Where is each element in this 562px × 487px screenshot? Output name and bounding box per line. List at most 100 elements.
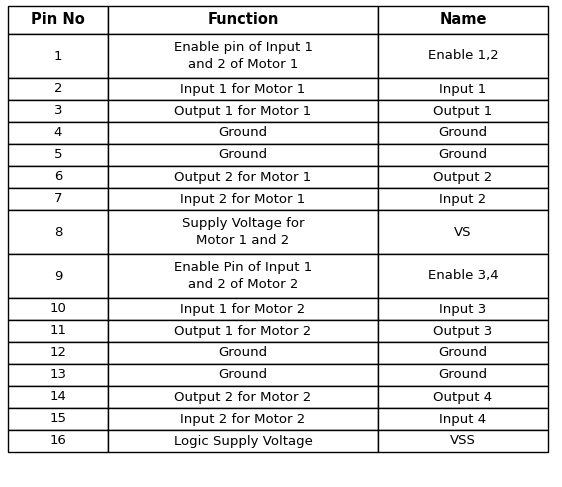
- Bar: [378, 364, 548, 386]
- Text: Input 1: Input 1: [439, 82, 487, 95]
- Text: Input 1 for Motor 2: Input 1 for Motor 2: [180, 302, 306, 316]
- Text: Ground: Ground: [219, 127, 268, 139]
- Bar: [378, 298, 548, 320]
- Text: 12: 12: [49, 346, 66, 359]
- Text: Input 1 for Motor 1: Input 1 for Motor 1: [180, 82, 306, 95]
- Text: 14: 14: [49, 391, 66, 404]
- Text: VS: VS: [454, 225, 472, 239]
- Text: 11: 11: [49, 324, 66, 337]
- Bar: [108, 342, 378, 364]
- Bar: [8, 144, 108, 166]
- Bar: [378, 166, 548, 188]
- Text: Output 2 for Motor 1: Output 2 for Motor 1: [174, 170, 311, 184]
- Text: Output 2: Output 2: [433, 170, 493, 184]
- Text: Name: Name: [439, 13, 487, 27]
- Bar: [108, 320, 378, 342]
- Text: 1: 1: [54, 50, 62, 62]
- Text: Function: Function: [207, 13, 279, 27]
- Bar: [8, 100, 108, 122]
- Text: Input 2: Input 2: [439, 192, 487, 206]
- Text: 15: 15: [49, 412, 66, 426]
- Bar: [378, 100, 548, 122]
- Bar: [108, 210, 378, 254]
- Text: Ground: Ground: [438, 369, 488, 381]
- Text: Input 4: Input 4: [439, 412, 487, 426]
- Text: 16: 16: [49, 434, 66, 448]
- Text: 2: 2: [54, 82, 62, 95]
- Bar: [8, 6, 108, 34]
- Text: Input 2 for Motor 2: Input 2 for Motor 2: [180, 412, 306, 426]
- Text: Output 1 for Motor 2: Output 1 for Motor 2: [174, 324, 311, 337]
- Bar: [8, 386, 108, 408]
- Bar: [378, 78, 548, 100]
- Bar: [8, 188, 108, 210]
- Text: Logic Supply Voltage: Logic Supply Voltage: [174, 434, 312, 448]
- Text: 4: 4: [54, 127, 62, 139]
- Text: Output 3: Output 3: [433, 324, 493, 337]
- Text: Input 2 for Motor 1: Input 2 for Motor 1: [180, 192, 306, 206]
- Bar: [108, 254, 378, 298]
- Bar: [8, 298, 108, 320]
- Bar: [378, 430, 548, 452]
- Bar: [108, 364, 378, 386]
- Bar: [378, 386, 548, 408]
- Bar: [8, 166, 108, 188]
- Bar: [108, 166, 378, 188]
- Bar: [378, 34, 548, 78]
- Text: 6: 6: [54, 170, 62, 184]
- Bar: [8, 342, 108, 364]
- Bar: [108, 430, 378, 452]
- Bar: [108, 298, 378, 320]
- Bar: [108, 6, 378, 34]
- Text: 8: 8: [54, 225, 62, 239]
- Text: Ground: Ground: [438, 149, 488, 162]
- Bar: [8, 408, 108, 430]
- Text: 10: 10: [49, 302, 66, 316]
- Bar: [378, 210, 548, 254]
- Bar: [108, 100, 378, 122]
- Bar: [108, 386, 378, 408]
- Text: 7: 7: [54, 192, 62, 206]
- Bar: [108, 78, 378, 100]
- Text: Output 2 for Motor 2: Output 2 for Motor 2: [174, 391, 311, 404]
- Bar: [8, 254, 108, 298]
- Bar: [378, 342, 548, 364]
- Bar: [8, 430, 108, 452]
- Text: Ground: Ground: [219, 346, 268, 359]
- Text: Ground: Ground: [438, 127, 488, 139]
- Bar: [378, 408, 548, 430]
- Bar: [378, 144, 548, 166]
- Bar: [108, 408, 378, 430]
- Bar: [378, 254, 548, 298]
- Text: Output 1 for Motor 1: Output 1 for Motor 1: [174, 105, 311, 117]
- Bar: [108, 122, 378, 144]
- Bar: [8, 364, 108, 386]
- Text: Pin No: Pin No: [31, 13, 85, 27]
- Text: Enable Pin of Input 1
and 2 of Motor 2: Enable Pin of Input 1 and 2 of Motor 2: [174, 262, 312, 291]
- Bar: [8, 122, 108, 144]
- Text: Input 3: Input 3: [439, 302, 487, 316]
- Text: Enable pin of Input 1
and 2 of Motor 1: Enable pin of Input 1 and 2 of Motor 1: [174, 41, 312, 71]
- Text: Enable 3,4: Enable 3,4: [428, 269, 498, 282]
- Text: 13: 13: [49, 369, 66, 381]
- Text: Ground: Ground: [219, 149, 268, 162]
- Bar: [8, 78, 108, 100]
- Bar: [108, 34, 378, 78]
- Bar: [108, 144, 378, 166]
- Bar: [108, 188, 378, 210]
- Text: 5: 5: [54, 149, 62, 162]
- Text: VSS: VSS: [450, 434, 476, 448]
- Bar: [378, 188, 548, 210]
- Bar: [8, 34, 108, 78]
- Text: 3: 3: [54, 105, 62, 117]
- Text: Enable 1,2: Enable 1,2: [428, 50, 498, 62]
- Text: Output 4: Output 4: [433, 391, 492, 404]
- Bar: [378, 122, 548, 144]
- Bar: [8, 210, 108, 254]
- Text: 9: 9: [54, 269, 62, 282]
- Bar: [8, 320, 108, 342]
- Text: Ground: Ground: [438, 346, 488, 359]
- Text: Supply Voltage for
Motor 1 and 2: Supply Voltage for Motor 1 and 2: [182, 218, 304, 246]
- Text: Output 1: Output 1: [433, 105, 493, 117]
- Bar: [378, 320, 548, 342]
